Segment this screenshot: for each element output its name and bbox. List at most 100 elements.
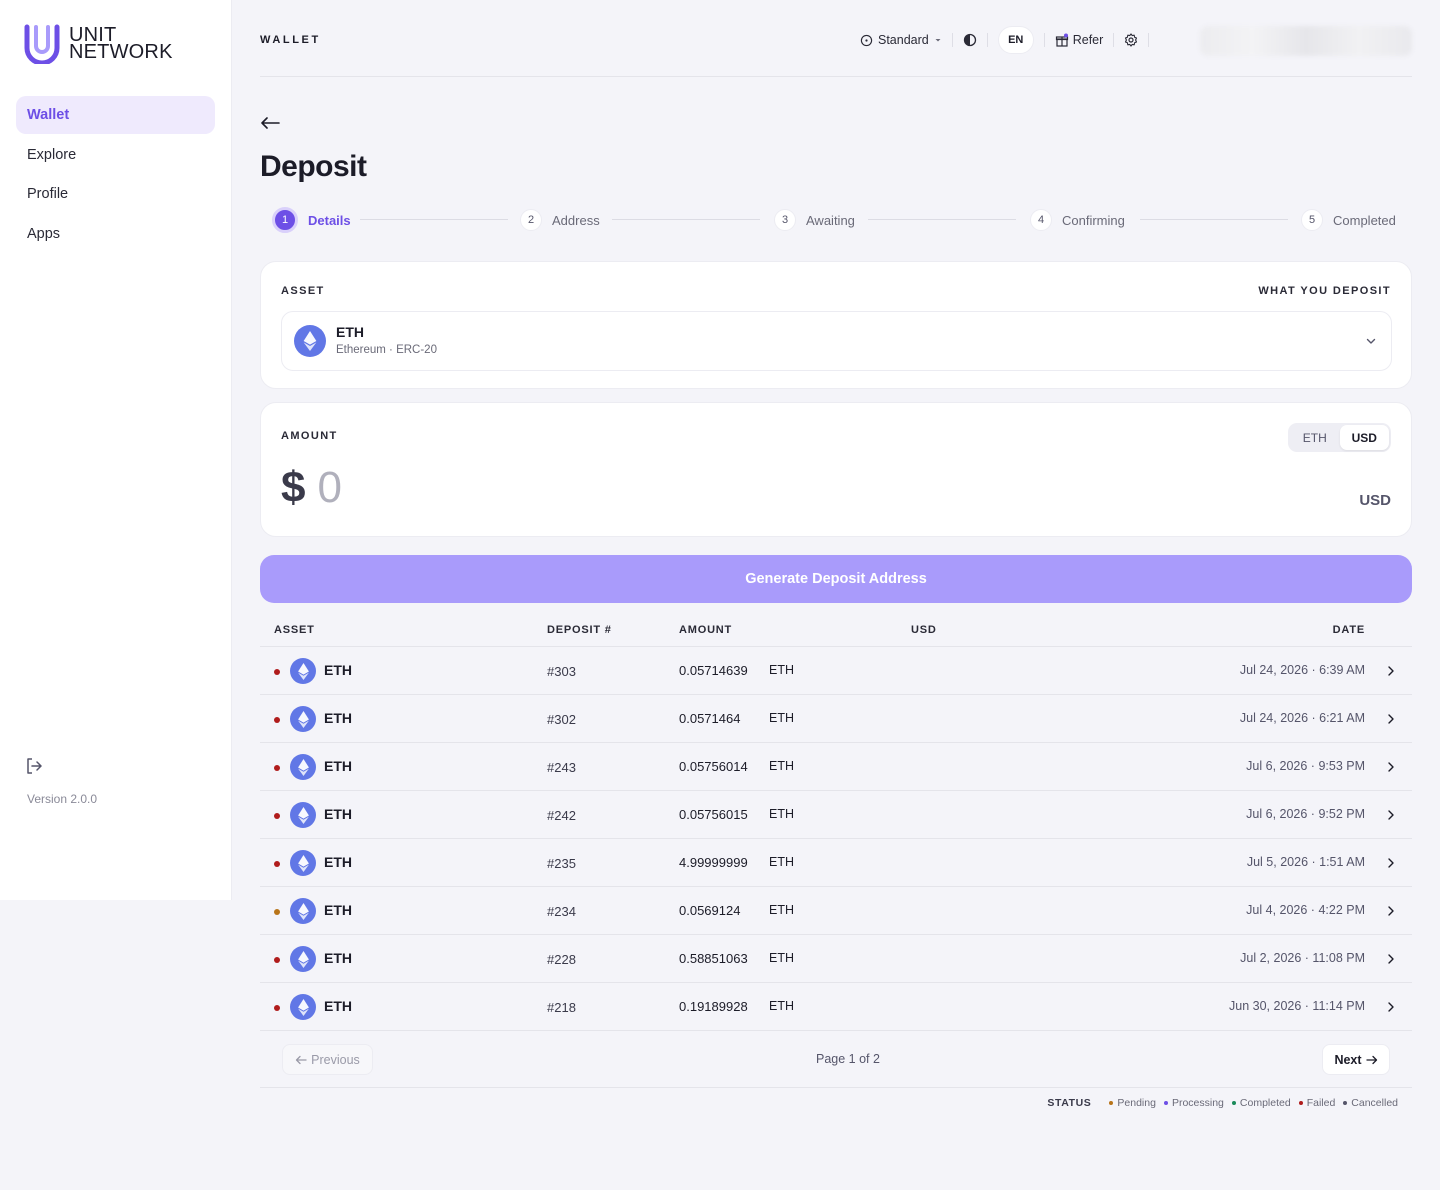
table-row[interactable]: ETH #243 0.05756014 ETH Jul 6, 2026 · 9:53 P… (260, 743, 1412, 791)
row-amount-unit: ETH (769, 903, 794, 917)
row-amount-unit: ETH (769, 759, 794, 773)
ethereum-icon (290, 706, 316, 732)
brand-line2: NETWORK (69, 41, 173, 63)
table-row[interactable]: ETH #235 4.99999999 ETH Jul 5, 2026 · 1:51 A… (260, 839, 1412, 887)
column-header-usd: USD (911, 624, 937, 636)
row-asset: ETH (324, 710, 352, 726)
amount-label: AMOUNT (281, 430, 338, 442)
row-amount: 0.0571464 (679, 711, 741, 726)
status-dot (274, 957, 280, 963)
table-body: ETH #303 0.05714639 ETH Jul 24, 2026 · 6:39 … (260, 647, 1412, 1031)
status-dot (274, 861, 280, 867)
user-account-blurred[interactable] (1200, 26, 1412, 56)
brand-logo[interactable]: UNIT NETWORK (24, 24, 173, 64)
chevron-down-icon (1366, 338, 1376, 344)
arrow-left-icon (296, 1055, 307, 1064)
caret-down-icon (935, 39, 941, 42)
legend-label: Processing (1171, 1097, 1224, 1109)
refer-button[interactable]: Refer (1055, 33, 1104, 47)
logout-icon[interactable] (25, 757, 43, 775)
language-button[interactable]: EN (997, 26, 1034, 54)
chevron-right-icon (1388, 954, 1394, 964)
mode-selector[interactable]: Standard (860, 33, 942, 47)
step-number: 5 (1301, 209, 1323, 231)
theme-toggle-icon[interactable] (963, 33, 977, 47)
step-number: 1 (272, 207, 298, 233)
sidebar-item-wallet[interactable]: Wallet (16, 96, 215, 134)
row-amount: 0.58851063 (679, 951, 748, 966)
header-title: WALLET (260, 34, 321, 46)
step-number: 3 (774, 209, 796, 231)
table-row[interactable]: ETH #303 0.05714639 ETH Jul 24, 2026 · 6:39 … (260, 647, 1412, 695)
step-connector (612, 219, 760, 220)
header-toolbar: Standard EN Refer (860, 26, 1159, 54)
status-dot (274, 669, 280, 675)
table-header: ASSET DEPOSIT # AMOUNT USD DATE (260, 617, 1412, 647)
toggle-eth[interactable]: ETH (1302, 430, 1327, 445)
step-connector (1140, 219, 1288, 220)
arrow-right-icon (1365, 1055, 1377, 1064)
row-deposit-number: #235 (547, 856, 576, 871)
step-number: 4 (1030, 209, 1052, 231)
table-row[interactable]: ETH #218 0.19189928 ETH Jun 30, 2026 · 11:14… (260, 983, 1412, 1031)
sidebar-item-profile[interactable]: Profile (27, 186, 69, 202)
row-date: Jul 5, 2026 · 1:51 AM (1246, 855, 1365, 869)
step-number: 2 (520, 209, 542, 231)
next-page-button[interactable]: Next (1322, 1044, 1390, 1075)
row-deposit-number: #234 (547, 904, 576, 919)
amount-card: AMOUNT ETH USD $ 0 USD (260, 402, 1412, 537)
asset-dropdown[interactable]: ETH Ethereum · ERC-20 (281, 311, 1392, 371)
row-amount-unit: ETH (769, 999, 794, 1013)
row-amount-unit: ETH (769, 663, 794, 677)
amount-unit: USD (1359, 492, 1391, 509)
ethereum-icon (290, 946, 316, 972)
table-row[interactable]: ETH #228 0.58851063 ETH Jul 2, 2026 · 11:08 … (260, 935, 1412, 983)
row-asset: ETH (324, 806, 352, 822)
ethereum-icon (290, 754, 316, 780)
divider (1113, 33, 1115, 47)
row-amount: 0.05756014 (679, 759, 748, 774)
refer-label: Refer (1072, 33, 1104, 47)
back-arrow-icon[interactable] (259, 115, 281, 131)
legend-label: Completed (1239, 1097, 1291, 1109)
step-label: Confirming (1062, 212, 1125, 228)
gear-icon[interactable] (1124, 33, 1138, 47)
legend-item-completed: Completed (1231, 1097, 1291, 1109)
step-completed: 5 Completed (1301, 206, 1396, 234)
row-amount-unit: ETH (769, 951, 794, 965)
currency-symbol: $ (281, 463, 306, 512)
ethereum-icon (290, 994, 316, 1020)
app-version: Version 2.0.0 (27, 792, 98, 806)
what-you-deposit-label: WHAT YOU DEPOSIT (1258, 285, 1391, 297)
amount-input[interactable]: $ 0 (281, 463, 342, 513)
chevron-right-icon (1388, 666, 1394, 676)
ethereum-icon (290, 850, 316, 876)
previous-page-button[interactable]: Previous (282, 1044, 373, 1075)
status-dot (1343, 1101, 1348, 1105)
row-deposit-number: #218 (547, 1000, 576, 1015)
status-dot (1298, 1101, 1303, 1105)
generate-deposit-address-button[interactable]: Generate Deposit Address (260, 555, 1412, 603)
pagination: Previous Page 1 of 2 Next (260, 1032, 1412, 1088)
row-deposit-number: #303 (547, 664, 576, 679)
brand-line1: UNIT (69, 24, 117, 46)
sidebar-item-explore[interactable]: Explore (27, 146, 77, 163)
step-label: Awaiting (806, 212, 855, 228)
row-date: Jul 6, 2026 · 9:52 PM (1246, 807, 1365, 821)
sidebar-item-apps[interactable]: Apps (27, 225, 61, 242)
previous-label: Previous (311, 1052, 360, 1067)
step-label: Details (308, 212, 351, 228)
row-amount-unit: ETH (769, 807, 794, 821)
table-row[interactable]: ETH #302 0.0571464 ETH Jul 24, 2026 · 6:21 A… (260, 695, 1412, 743)
table-row[interactable]: ETH #234 0.0569124 ETH Jul 4, 2026 · 4:22 PM (260, 887, 1412, 935)
table-row[interactable]: ETH #242 0.05756015 ETH Jul 6, 2026 · 9:52 P… (260, 791, 1412, 839)
status-dot (274, 909, 280, 915)
row-amount-unit: ETH (769, 711, 794, 725)
row-amount: 0.05756015 (679, 807, 748, 822)
step-awaiting: 3 Awaiting (774, 206, 855, 234)
status-dot (274, 717, 280, 723)
row-asset: ETH (324, 998, 352, 1014)
ethereum-icon (290, 802, 316, 828)
toggle-usd[interactable]: USD (1339, 425, 1389, 450)
sidebar-nav: Wallet Explore Profile Apps (16, 96, 215, 254)
